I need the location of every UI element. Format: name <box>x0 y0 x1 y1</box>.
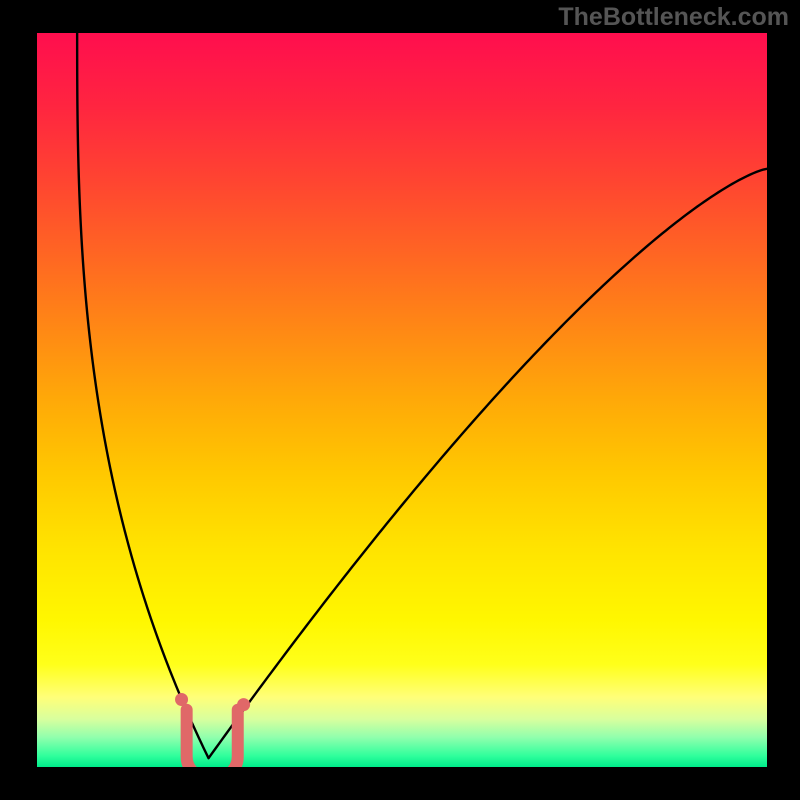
gradient-background <box>37 33 767 767</box>
marker-dot <box>237 698 250 711</box>
chart-svg <box>0 0 800 800</box>
chart-container: { "canvas": { "width": 800, "height": 80… <box>0 0 800 800</box>
marker-dot <box>175 693 188 706</box>
